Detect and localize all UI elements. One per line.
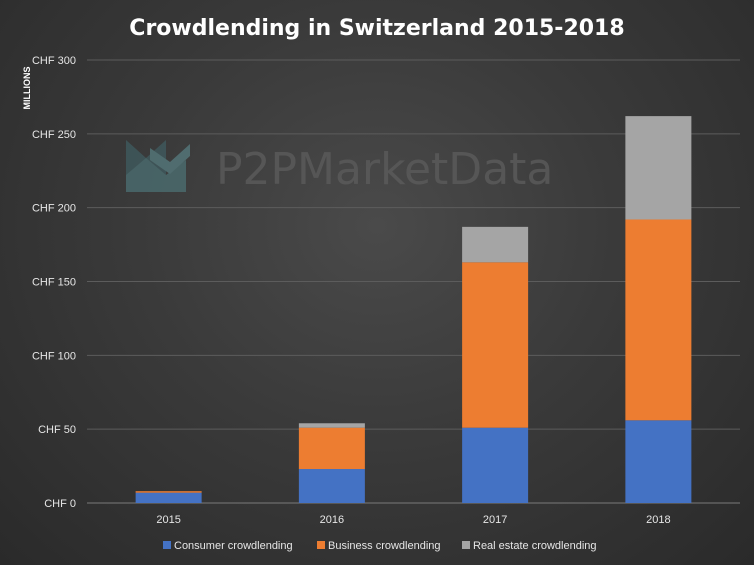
x-tick-label: 2018 [646,514,670,526]
bar-segment-2017-1 [462,262,529,428]
x-tick-label: 2016 [320,514,344,526]
legend-swatch [462,541,470,549]
y-tick-label: CHF 100 [32,350,76,362]
legend-label: Business crowdlending [328,540,441,552]
legend-swatch [317,541,325,549]
bar-segment-2018-1 [625,219,692,421]
bar-segment-2016-1 [298,427,365,470]
y-tick-label: CHF 0 [44,498,76,510]
watermark: P2PMarketData [126,140,553,195]
chart-title: Crowdlending in Switzerland 2015-2018 [129,16,624,41]
bar-segment-2015-1 [135,491,202,493]
gridlines [87,59,740,504]
bar-segment-2018-2 [625,116,692,220]
bars [135,116,692,503]
bar-segment-2017-2 [462,226,529,263]
watermark-text: P2PMarketData [216,144,553,195]
bar-segment-2016-0 [298,469,365,503]
y-tick-label: CHF 50 [38,424,76,436]
bar-segment-2015-0 [135,492,202,503]
legend: Consumer crowdlending Business crowdlendi… [163,540,597,552]
y-tick-label: CHF 200 [32,203,76,215]
p2p-logo-icon [126,140,190,192]
legend-label: Consumer crowdlending [174,540,293,552]
y-tick-label: CHF 250 [32,129,76,141]
x-tick-label: 2017 [483,514,507,526]
y-tick-label: CHF 300 [32,55,76,67]
bar-segment-2018-0 [625,420,692,503]
y-tick-labels: CHF 0 CHF 50 CHF 100 CHF 150 CHF 200 CHF 250 C… [32,55,76,510]
y-tick-label: CHF 150 [32,277,76,289]
x-tick-label: 2015 [156,514,180,526]
legend-label: Real estate crowdlending [473,540,597,552]
bar-segment-2017-0 [462,427,529,503]
y-axis-unit-label: MILLIONS [22,67,32,110]
legend-swatch [163,541,171,549]
x-tick-labels: 2015 2016 2017 2018 [156,514,670,526]
bar-segment-2016-2 [298,423,365,428]
